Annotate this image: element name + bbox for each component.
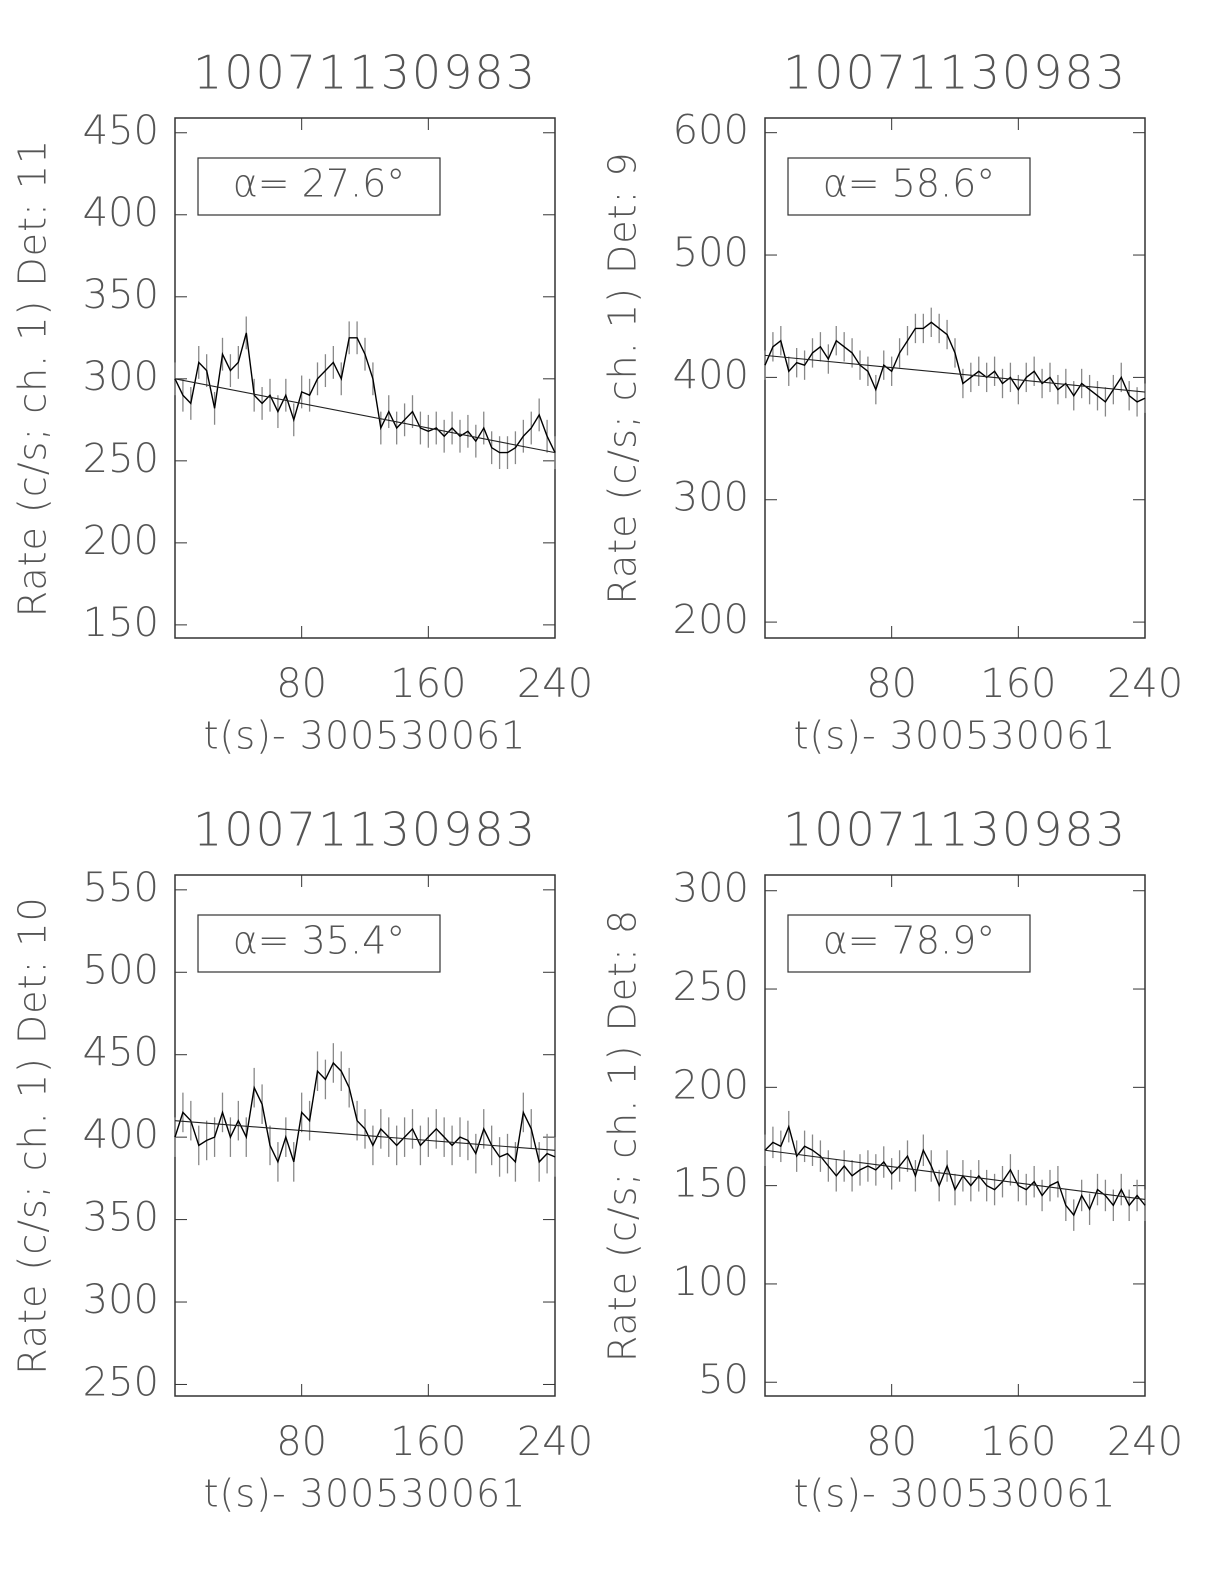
fit-line <box>174 1120 556 1151</box>
rate-line <box>764 321 1146 403</box>
x-tick-label: 240 <box>1107 661 1183 707</box>
x-tick-label: 160 <box>390 1419 466 1465</box>
y-tick-label: 300 <box>673 866 749 912</box>
y-axis-label: Rate (c/s; ch. 1) Det: 8 <box>601 909 645 1362</box>
annotation: α= 58.6° <box>823 162 996 206</box>
y-tick-label: 200 <box>83 518 159 564</box>
x-tick-label: 80 <box>276 661 327 707</box>
panel: 10071130983 t(s)- 300530061 Rate (c/s; ch.… <box>601 803 1184 1516</box>
x-tick-label: 160 <box>980 661 1056 707</box>
fit-line <box>174 378 556 454</box>
y-tick-label: 50 <box>698 1357 749 1403</box>
y-tick-label: 250 <box>673 964 749 1010</box>
x-tick-label: 160 <box>980 1419 1056 1465</box>
annotation: α= 78.9° <box>823 919 996 963</box>
y-tick-label: 250 <box>83 436 159 482</box>
y-tick-label: 550 <box>83 865 159 911</box>
x-axis-label: t(s)- 300530061 <box>204 1472 527 1516</box>
y-tick-label: 600 <box>673 108 749 154</box>
y-tick-label: 500 <box>673 230 749 276</box>
chart-title: 10071130983 <box>783 46 1127 100</box>
y-tick-label: 300 <box>673 475 749 521</box>
y-tick-label: 500 <box>83 947 159 993</box>
x-tick-label: 80 <box>866 1419 917 1465</box>
x-tick-label: 240 <box>1107 1419 1183 1465</box>
y-axis-label: Rate (c/s; ch. 1) Det: 9 <box>601 151 645 604</box>
x-tick-label: 240 <box>517 1419 593 1465</box>
x-axis-label: t(s)- 300530061 <box>794 1472 1117 1516</box>
y-axis-label: Rate (c/s; ch. 1) Det: 10 <box>11 896 55 1374</box>
annotation-box <box>787 914 1031 973</box>
x-axis-label: t(s)- 300530061 <box>794 714 1117 758</box>
y-axis-label: Rate (c/s; ch. 1) Det: 11 <box>11 139 55 617</box>
annotation-box <box>197 914 441 973</box>
y-tick-label: 400 <box>673 352 749 398</box>
annotation: α= 35.4° <box>233 919 406 963</box>
x-tick-label: 80 <box>866 661 917 707</box>
panel: 10071130983 t(s)- 300530061 Rate (c/s; ch.… <box>11 46 594 758</box>
annotation-box <box>197 157 441 216</box>
y-tick-label: 150 <box>673 1161 749 1207</box>
y-tick-label: 200 <box>673 1062 749 1108</box>
x-tick-label: 80 <box>276 1419 327 1465</box>
panel: 10071130983 t(s)- 300530061 Rate (c/s; ch.… <box>11 803 594 1516</box>
y-tick-label: 350 <box>83 1195 159 1241</box>
chart-title: 10071130983 <box>193 46 537 100</box>
chart-title: 10071130983 <box>783 803 1127 857</box>
y-tick-label: 400 <box>83 1112 159 1158</box>
y-tick-label: 400 <box>83 190 159 236</box>
x-tick-label: 160 <box>390 661 466 707</box>
y-tick-label: 250 <box>83 1359 159 1405</box>
x-axis-label: t(s)- 300530061 <box>204 714 527 758</box>
y-tick-label: 450 <box>83 108 159 154</box>
y-tick-label: 450 <box>83 1030 159 1076</box>
y-tick-label: 200 <box>673 597 749 643</box>
y-tick-label: 150 <box>83 600 159 646</box>
annotation-box <box>787 157 1031 216</box>
fit-line <box>764 354 1146 393</box>
rate-line <box>174 332 556 454</box>
fit-line <box>764 1149 1146 1200</box>
annotation: α= 27.6° <box>233 162 406 206</box>
y-tick-label: 100 <box>673 1259 749 1305</box>
y-tick-label: 300 <box>83 354 159 400</box>
x-tick-label: 240 <box>517 661 593 707</box>
y-tick-label: 300 <box>83 1277 159 1323</box>
chart-title: 10071130983 <box>193 803 537 857</box>
rate-line <box>764 1124 1146 1217</box>
y-tick-label: 350 <box>83 272 159 318</box>
panel: 10071130983 t(s)- 300530061 Rate (c/s; ch.… <box>601 46 1184 758</box>
